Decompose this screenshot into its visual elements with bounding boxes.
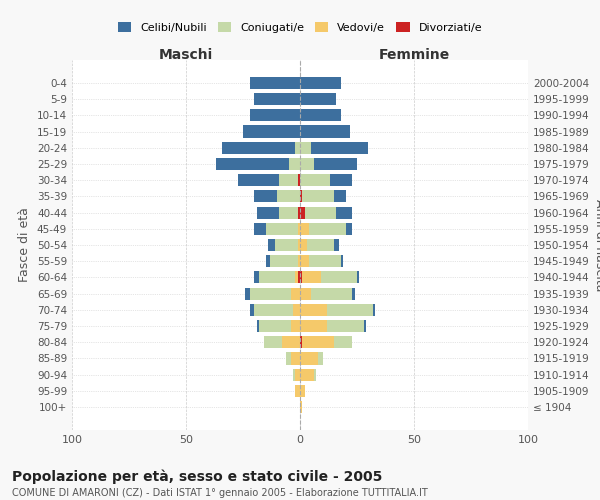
Bar	[254, 190, 277, 202]
Bar	[298, 255, 300, 268]
Bar	[298, 222, 300, 235]
Bar	[259, 320, 291, 332]
Bar	[298, 239, 300, 251]
Bar	[300, 77, 341, 89]
Bar	[300, 93, 337, 105]
Bar	[268, 239, 275, 251]
Bar	[334, 239, 339, 251]
Bar	[309, 222, 346, 235]
Bar	[250, 109, 300, 122]
Bar	[238, 174, 280, 186]
Bar	[266, 222, 298, 235]
Bar	[311, 142, 368, 154]
Bar	[254, 222, 266, 235]
Bar	[300, 142, 311, 154]
Bar	[280, 174, 298, 186]
Bar	[295, 272, 298, 283]
Legend: Celibi/Nubili, Coniugati/e, Vedovi/e, Divorziati/e: Celibi/Nubili, Coniugati/e, Vedovi/e, Di…	[113, 18, 487, 37]
Bar	[291, 288, 300, 300]
Bar	[364, 320, 366, 332]
Bar	[295, 142, 300, 154]
Bar	[311, 288, 352, 300]
Bar	[245, 288, 250, 300]
Bar	[328, 320, 364, 332]
Bar	[320, 272, 357, 283]
Bar	[357, 272, 359, 283]
Bar	[300, 304, 328, 316]
Text: Maschi: Maschi	[159, 48, 213, 62]
Bar	[337, 206, 352, 218]
Bar	[250, 288, 291, 300]
Bar	[243, 126, 300, 138]
Bar	[280, 206, 298, 218]
Bar	[305, 206, 337, 218]
Bar	[352, 288, 355, 300]
Bar	[302, 336, 334, 348]
Bar	[215, 158, 289, 170]
Bar	[223, 142, 295, 154]
Bar	[302, 190, 334, 202]
Bar	[300, 206, 305, 218]
Bar	[289, 158, 300, 170]
Bar	[293, 304, 300, 316]
Bar	[259, 272, 295, 283]
Bar	[300, 352, 318, 364]
Bar	[277, 190, 300, 202]
Bar	[302, 272, 320, 283]
Bar	[300, 222, 309, 235]
Bar	[373, 304, 375, 316]
Bar	[346, 222, 352, 235]
Bar	[334, 190, 346, 202]
Bar	[254, 272, 259, 283]
Bar	[298, 174, 300, 186]
Text: Popolazione per età, sesso e stato civile - 2005: Popolazione per età, sesso e stato civil…	[12, 470, 382, 484]
Bar	[300, 255, 309, 268]
Bar	[300, 239, 307, 251]
Bar	[300, 401, 302, 413]
Bar	[307, 239, 334, 251]
Bar	[300, 385, 305, 397]
Bar	[309, 255, 341, 268]
Bar	[263, 336, 282, 348]
Bar	[275, 239, 298, 251]
Y-axis label: Anni di nascita: Anni di nascita	[593, 198, 600, 291]
Bar	[300, 126, 350, 138]
Bar	[293, 368, 295, 381]
Bar	[300, 190, 302, 202]
Bar	[298, 272, 300, 283]
Bar	[300, 158, 314, 170]
Bar	[254, 304, 293, 316]
Bar	[300, 288, 311, 300]
Y-axis label: Fasce di età: Fasce di età	[19, 208, 31, 282]
Bar	[300, 174, 329, 186]
Bar	[295, 368, 300, 381]
Bar	[286, 352, 291, 364]
Bar	[314, 368, 316, 381]
Bar	[300, 320, 328, 332]
Bar	[334, 336, 352, 348]
Bar	[291, 320, 300, 332]
Bar	[341, 255, 343, 268]
Bar	[314, 158, 357, 170]
Bar	[266, 255, 271, 268]
Bar	[254, 93, 300, 105]
Bar	[300, 109, 341, 122]
Bar	[257, 206, 280, 218]
Bar	[329, 174, 352, 186]
Bar	[271, 255, 298, 268]
Text: Femmine: Femmine	[379, 48, 449, 62]
Text: COMUNE DI AMARONI (CZ) - Dati ISTAT 1° gennaio 2005 - Elaborazione TUTTITALIA.IT: COMUNE DI AMARONI (CZ) - Dati ISTAT 1° g…	[12, 488, 428, 498]
Bar	[257, 320, 259, 332]
Bar	[282, 336, 300, 348]
Bar	[291, 352, 300, 364]
Bar	[318, 352, 323, 364]
Bar	[300, 272, 302, 283]
Bar	[295, 385, 300, 397]
Bar	[300, 336, 302, 348]
Bar	[328, 304, 373, 316]
Bar	[300, 368, 314, 381]
Bar	[298, 206, 300, 218]
Bar	[250, 77, 300, 89]
Bar	[250, 304, 254, 316]
